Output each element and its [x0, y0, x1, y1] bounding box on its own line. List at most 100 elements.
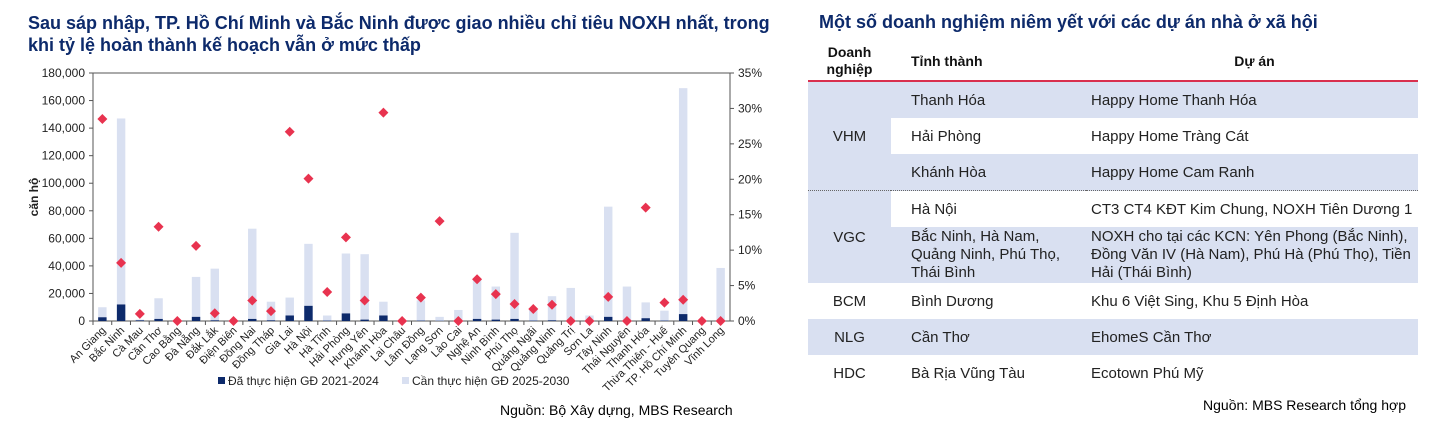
table-row: Bắc Ninh, Hà Nam, Quảng Ninh, Phú Thọ, T… — [808, 227, 1418, 283]
y-tick-label: 40,000 — [48, 259, 85, 273]
pct-marker — [228, 316, 239, 326]
table-title: Một số doanh nghiệm niêm yết với các dự … — [819, 12, 1318, 32]
y2-tick-label: 25% — [738, 137, 762, 151]
legend-swatch-planned — [402, 377, 409, 384]
project-cell: CT3 CT4 KĐT Kim Chung, NOXH Tiên Dương 1 — [1086, 190, 1418, 227]
legend-label-planned: Cần thực hiện GĐ 2025-2030 — [412, 374, 570, 388]
bar-planned — [510, 232, 519, 321]
y-tick-label: 80,000 — [48, 204, 85, 218]
bar-planned — [660, 310, 669, 321]
bar-planned — [116, 118, 126, 321]
province-cell: Bắc Ninh, Hà Nam, Quảng Ninh, Phú Thọ, T… — [891, 227, 1086, 283]
project-cell: NOXH cho tại các KCN: Yên Phong (Bắc Nin… — [1086, 227, 1418, 283]
bar-completed — [510, 318, 519, 321]
bar-completed — [641, 318, 650, 321]
company-cell: VHM — [808, 81, 891, 191]
pct-marker — [116, 257, 127, 268]
bar-planned — [360, 254, 369, 321]
bar-planned — [379, 301, 388, 321]
y-tick-label: 100,000 — [42, 176, 86, 190]
pct-marker — [678, 294, 689, 305]
bar-completed — [210, 320, 219, 321]
header-company: Doanh nghiệp — [808, 42, 891, 82]
bar-planned — [472, 279, 482, 321]
project-cell: Ecotown Phú Mỹ — [1091, 364, 1204, 382]
bar-planned — [622, 286, 632, 321]
bar-planned — [454, 309, 463, 321]
company-cell: HDC — [833, 364, 866, 382]
bar-completed — [547, 320, 557, 321]
pct-marker — [303, 173, 314, 184]
company-cell: VGC — [808, 190, 891, 283]
bar-planned — [322, 315, 332, 321]
header-province: Tỉnh thành — [891, 42, 1086, 82]
pct-marker — [603, 291, 614, 302]
pct-marker — [97, 114, 108, 125]
y2-tick-label: 0% — [738, 314, 756, 328]
province-cell: Khánh Hòa — [891, 154, 1086, 191]
bar-completed — [604, 316, 613, 321]
bar-planned — [529, 309, 538, 321]
pct-marker — [322, 286, 333, 297]
pct-marker — [134, 308, 145, 319]
bar-planned — [641, 302, 650, 321]
pct-marker — [528, 303, 539, 314]
company-cell: NLG — [808, 319, 891, 355]
chart-source: Nguồn: Bộ Xây dựng, MBS Research — [500, 402, 733, 418]
company-cell: BCM — [832, 292, 867, 310]
pct-marker — [490, 289, 501, 300]
bar-completed — [248, 318, 257, 321]
pct-marker — [397, 316, 408, 326]
pct-marker — [584, 316, 595, 326]
pct-marker — [265, 306, 276, 317]
bar-planned — [98, 307, 107, 321]
pct-marker — [415, 292, 426, 303]
y2-tick-label: 30% — [738, 101, 762, 115]
table-row: Khánh Hòa Happy Home Cam Ranh — [808, 154, 1418, 191]
bar-planned — [341, 253, 351, 321]
province-cell: Cần Thơ — [891, 319, 1086, 355]
y2-tick-label: 5% — [738, 279, 756, 293]
pct-marker — [247, 295, 258, 306]
bar-completed — [304, 305, 313, 321]
bar-planned — [716, 267, 725, 321]
province-cell: Bà Rịa Vũng Tàu — [911, 364, 1025, 382]
bar-completed — [360, 319, 369, 321]
projects-table: Doanh nghiệp Tỉnh thành Dự án VHM Thanh … — [808, 42, 1418, 391]
y2-tick-label: 10% — [738, 243, 762, 257]
bar-completed — [285, 315, 294, 321]
pct-marker — [153, 221, 164, 232]
bar-planned — [248, 228, 257, 321]
pct-marker — [434, 216, 445, 227]
legend-label-completed: Đã thực hiện GĐ 2021-2024 — [228, 374, 379, 388]
bar-completed — [491, 319, 501, 321]
province-cell: Bình Dương — [911, 292, 994, 310]
table-row: HDC Bà Rịa Vũng Tàu Ecotown Phú Mỹ — [808, 355, 1418, 391]
pct-marker — [509, 298, 520, 309]
chart-title: Sau sáp nhập, TP. Hồ Chí Minh và Bắc Nin… — [28, 13, 770, 55]
bar-planned — [285, 297, 294, 321]
project-cell: EhomeS Cần Thơ — [1086, 319, 1418, 355]
bar-completed — [135, 320, 145, 321]
project-cell: Happy Home Thanh Hóa — [1086, 81, 1418, 118]
y2-tick-label: 20% — [738, 172, 762, 186]
y-tick-label: 120,000 — [42, 149, 86, 163]
pct-marker — [472, 274, 483, 285]
bar-completed — [341, 313, 351, 321]
pct-marker — [191, 240, 202, 251]
bar-planned — [191, 276, 201, 321]
table-row: VGC Hà Nội CT3 CT4 KĐT Kim Chung, NOXH T… — [808, 190, 1418, 283]
province-cell: Thanh Hóa — [891, 81, 1086, 118]
bar-planned — [416, 300, 426, 321]
legend-swatch-completed — [218, 377, 225, 384]
y2-tick-label: 35% — [738, 66, 762, 80]
bar-planned — [435, 316, 444, 321]
pct-marker — [378, 107, 389, 118]
bar-completed — [98, 317, 107, 321]
pct-marker — [621, 316, 632, 326]
bar-planned — [304, 243, 313, 321]
table-source: Nguồn: MBS Research tổng hợp — [1203, 397, 1406, 413]
pct-marker — [359, 295, 370, 306]
bar-planned — [491, 286, 501, 321]
project-cell: Khu 6 Việt Sing, Khu 5 Định Hòa — [1091, 292, 1309, 310]
